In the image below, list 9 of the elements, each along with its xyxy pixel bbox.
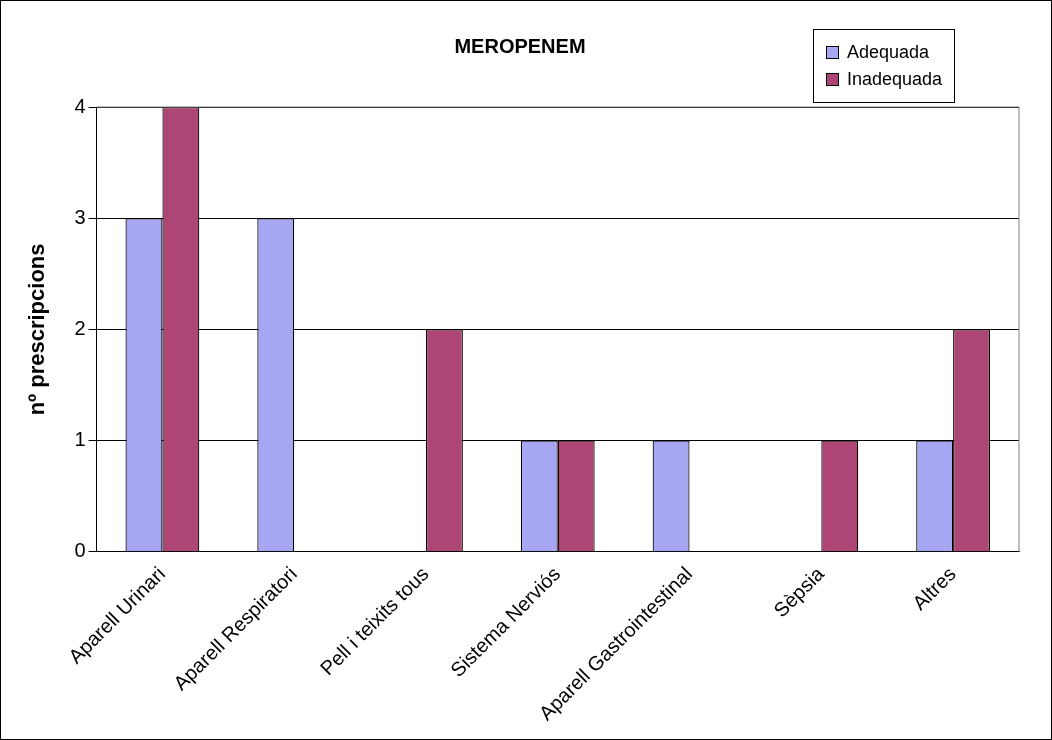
y-tick-label: 1 (74, 428, 86, 451)
y-tick-label: 4 (74, 94, 86, 117)
y-tick-label: 2 (74, 316, 86, 339)
legend-label: Inadequada (846, 69, 942, 90)
legend-label: Adequada (846, 42, 929, 63)
y-tick-label: 0 (74, 539, 86, 562)
chart-title: MEROPENEM (454, 34, 586, 57)
y-tick-label: 3 (74, 205, 86, 228)
y-axis-title: nº prescripcions (24, 243, 50, 416)
